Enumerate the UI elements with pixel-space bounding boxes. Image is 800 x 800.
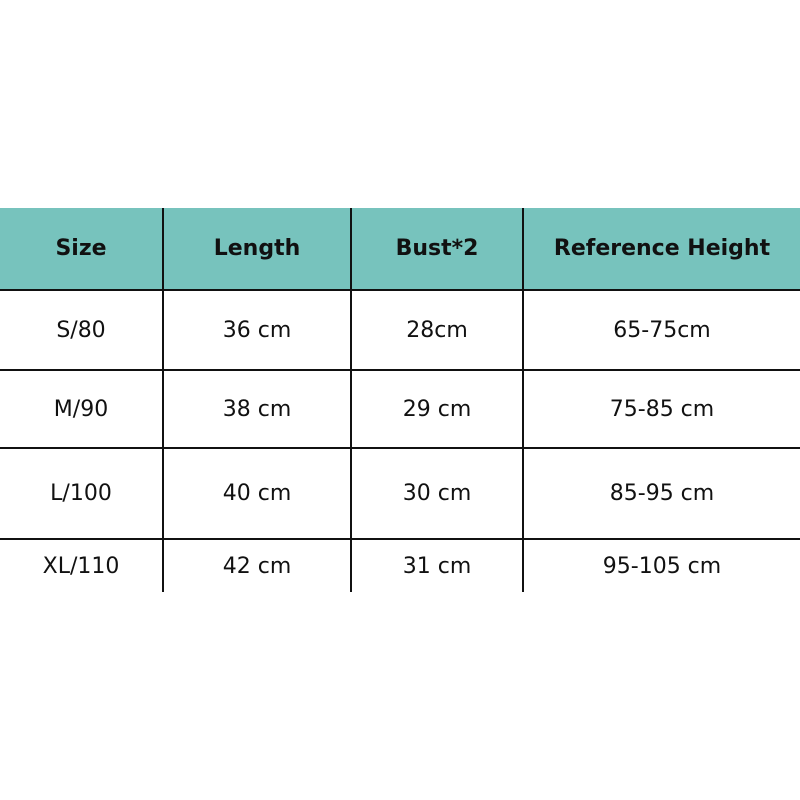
cell-size: XL/110 bbox=[0, 540, 164, 592]
table-row: S/80 36 cm 28cm 65-75cm bbox=[0, 291, 800, 371]
table-header-row: Size Length Bust*2 Reference Height bbox=[0, 208, 800, 291]
cell-bust: 29 cm bbox=[352, 371, 524, 447]
cell-length: 36 cm bbox=[164, 291, 352, 369]
header-size: Size bbox=[0, 208, 164, 289]
header-bust: Bust*2 bbox=[352, 208, 524, 289]
cell-length: 40 cm bbox=[164, 449, 352, 538]
cell-bust: 28cm bbox=[352, 291, 524, 369]
table-row: XL/110 42 cm 31 cm 95-105 cm bbox=[0, 540, 800, 592]
cell-size: M/90 bbox=[0, 371, 164, 447]
header-reference-height: Reference Height bbox=[553, 236, 771, 261]
cell-bust: 30 cm bbox=[352, 449, 524, 538]
table-row: M/90 38 cm 29 cm 75-85 cm bbox=[0, 371, 800, 449]
cell-height: 75-85 cm bbox=[609, 396, 715, 422]
cell-length: 42 cm bbox=[164, 540, 352, 592]
cell-length: 38 cm bbox=[164, 371, 352, 447]
cell-height: 65-75cm bbox=[613, 317, 711, 343]
table-row: L/100 40 cm 30 cm 85-95 cm bbox=[0, 449, 800, 540]
cell-size: S/80 bbox=[0, 291, 164, 369]
cell-size: L/100 bbox=[0, 449, 164, 538]
header-length: Length bbox=[164, 208, 352, 289]
cell-height: 95-105 cm bbox=[602, 553, 722, 579]
size-chart-table: Size Length Bust*2 Reference Height S/80… bbox=[0, 208, 800, 592]
cell-height: 85-95 cm bbox=[609, 481, 715, 506]
cell-bust: 31 cm bbox=[352, 540, 524, 592]
